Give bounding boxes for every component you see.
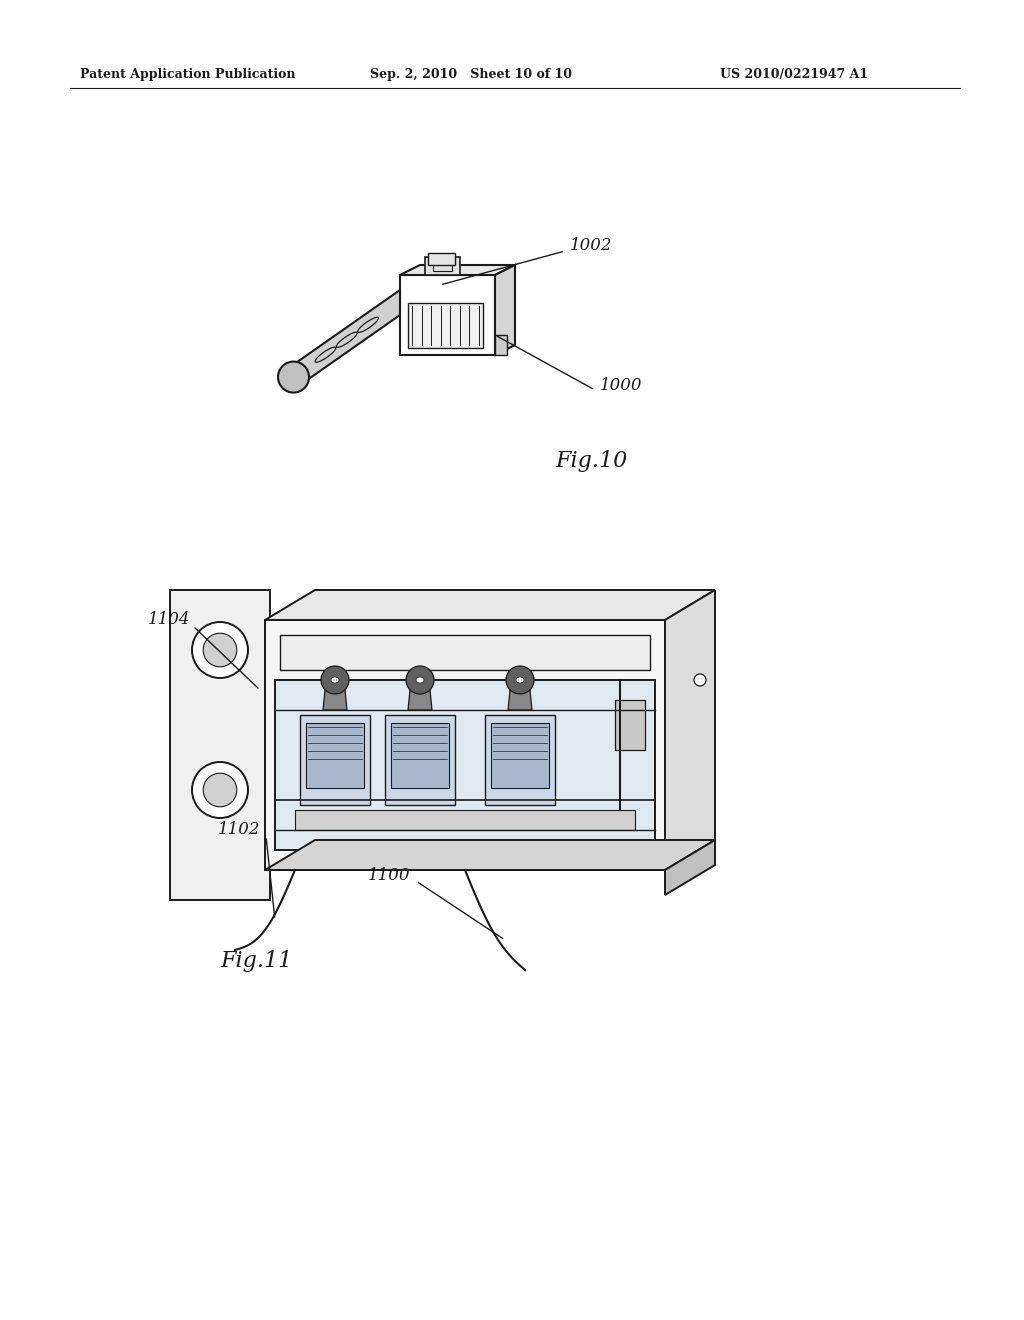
Polygon shape [665,590,715,870]
Text: US 2010/0221947 A1: US 2010/0221947 A1 [720,69,868,81]
Bar [170,590,270,900]
Bar [275,680,655,850]
Text: Sep. 2, 2010   Sheet 10 of 10: Sep. 2, 2010 Sheet 10 of 10 [370,69,572,81]
Circle shape [193,622,248,678]
Bar [408,304,483,348]
Polygon shape [270,760,285,785]
Text: 1000: 1000 [600,376,642,393]
Bar [385,715,455,805]
Ellipse shape [516,677,524,682]
Circle shape [203,774,237,807]
Bar [391,723,449,788]
Bar [295,810,635,830]
Text: Fig.10: Fig.10 [555,450,628,473]
Ellipse shape [331,677,339,682]
Circle shape [321,667,349,694]
Ellipse shape [416,677,424,682]
Text: 1002: 1002 [570,236,612,253]
Circle shape [506,667,534,694]
Circle shape [406,667,434,694]
Text: Patent Application Publication: Patent Application Publication [80,69,296,81]
Bar [425,257,460,275]
Text: 1102: 1102 [218,821,260,838]
Polygon shape [270,700,290,730]
Bar [306,723,364,788]
Bar [400,275,495,355]
Circle shape [278,362,309,392]
Bar [433,261,452,271]
Polygon shape [665,840,715,895]
Polygon shape [323,690,347,710]
Polygon shape [508,690,532,710]
Text: 1104: 1104 [148,611,190,628]
Bar [300,715,370,805]
Bar [615,700,645,750]
Bar [265,620,665,870]
Circle shape [193,762,248,818]
Polygon shape [265,840,715,870]
Polygon shape [428,253,455,265]
Text: Fig.11: Fig.11 [220,950,292,972]
Circle shape [694,675,706,686]
Polygon shape [495,265,515,355]
Polygon shape [294,290,400,389]
Bar [485,715,555,805]
Circle shape [203,634,237,667]
Text: 1100: 1100 [368,866,411,883]
Polygon shape [400,265,515,275]
Bar [490,723,549,788]
Polygon shape [408,690,432,710]
Polygon shape [265,590,715,620]
Polygon shape [495,335,507,355]
Bar [280,635,650,671]
